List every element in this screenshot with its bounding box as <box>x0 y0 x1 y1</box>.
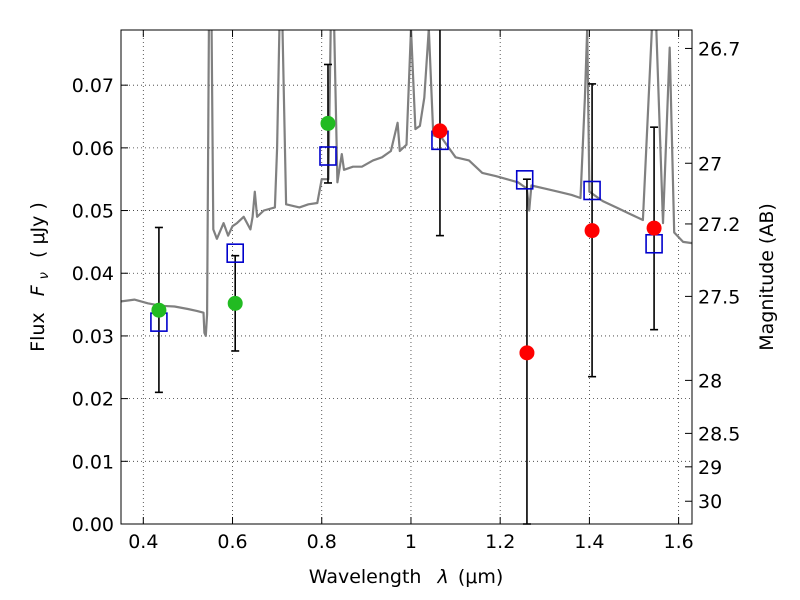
optical-point <box>320 115 336 131</box>
y2-tick-label: 29 <box>698 457 722 479</box>
plot-frame <box>120 29 693 525</box>
nir-point <box>519 345 535 361</box>
model-square <box>583 180 601 201</box>
y-tick-label: 0.06 <box>72 138 114 160</box>
x-tick-label: 1 <box>405 531 417 553</box>
y-axis-label-prefix: Flux <box>27 312 49 352</box>
x-tick-label: 1.4 <box>574 531 604 553</box>
nir-point <box>432 123 448 139</box>
x-tick-label: 0.6 <box>217 531 247 553</box>
plot-background <box>121 30 692 524</box>
x-axis-label-prefix: Wavelength <box>309 566 422 588</box>
sed-spectrum <box>121 30 692 337</box>
y2-tick-label: 27 <box>698 153 722 175</box>
model-square <box>319 146 337 166</box>
y2-tick-label: 28 <box>698 370 722 392</box>
x-tick-label: 1.2 <box>485 531 515 553</box>
y-tick-label: 0.04 <box>72 263 114 285</box>
optical-point <box>227 295 243 311</box>
y2-tick-label: 30 <box>698 491 722 513</box>
y2-axis-ticks: 26.7 27 27.2 27.5 28 28.5 29 30 <box>685 38 740 513</box>
x-axis-label-unit: (μm) <box>458 566 503 588</box>
x-axis-label-symbol: λ <box>437 566 449 588</box>
y2-tick-label: 26.7 <box>698 38 740 60</box>
sed-line <box>121 30 692 337</box>
y-tick-label: 0.01 <box>72 451 114 473</box>
y-tick-label: 0.00 <box>72 514 114 536</box>
model-square <box>226 243 244 263</box>
y-tick-label: 0.05 <box>72 201 114 223</box>
nir-point <box>584 223 600 239</box>
nir-point <box>646 220 662 236</box>
y-axis-label-symbol: F <box>27 284 49 296</box>
x-tick-label: 0.8 <box>307 531 337 553</box>
y2-tick-label: 27.5 <box>698 286 740 308</box>
y2-axis-label: Magnitude (AB) <box>756 203 778 351</box>
y-tick-label: 0.02 <box>72 389 114 411</box>
y2-tick-label: 28.5 <box>698 423 740 445</box>
y-tick-label: 0.03 <box>72 326 114 348</box>
y-axis-ticks: 0.00 0.01 0.02 0.03 0.04 0.05 0.06 0.07 <box>72 75 128 536</box>
observed-photometry <box>151 115 662 361</box>
x-tick-label: 1.6 <box>664 531 694 553</box>
y2-tick-label: 27.2 <box>698 214 740 236</box>
y-axis-label: Flux F ν ( μJy ) <box>27 202 53 352</box>
x-tick-label: 0.4 <box>128 531 158 553</box>
y-tick-label: 0.07 <box>72 75 114 97</box>
optical-point <box>151 302 167 318</box>
model-square <box>515 170 534 190</box>
y-axis-label-subscript: ν <box>37 272 52 279</box>
y-axis-label-unit: ( μJy ) <box>27 202 49 258</box>
x-axis-ticks: 0.4 0.6 0.8 1 1.2 1.4 1.6 <box>128 30 694 553</box>
x-axis-label: Wavelength λ (μm) <box>309 566 503 588</box>
